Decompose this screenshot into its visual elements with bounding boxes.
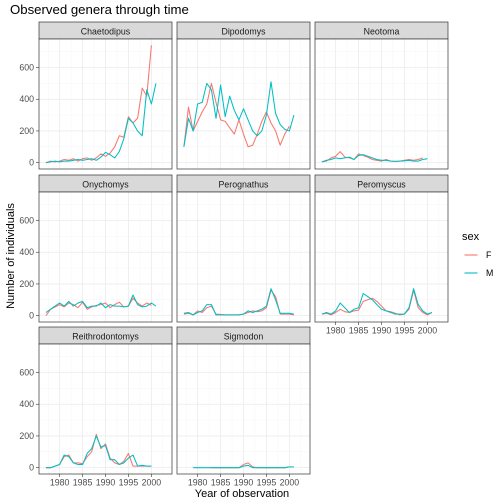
y-tick-label: 200: [19, 279, 34, 289]
x-tick-label: 2000: [142, 478, 162, 488]
facet-neotoma: Neotoma: [314, 21, 449, 170]
y-axis-title: Number of individuals: [5, 203, 17, 309]
legend-label: F: [486, 250, 492, 260]
series-line-f-dipodomys: [183, 82, 290, 148]
facet-strip-label: Sigmodon: [224, 331, 264, 341]
x-tick-label: 1995: [119, 478, 139, 488]
chart-title: Observed genera through time: [10, 2, 189, 17]
legend-item-f: F: [463, 247, 492, 263]
y-tick-label: 600: [19, 216, 34, 226]
series-line-m-perognathus: [183, 288, 294, 316]
facet-strip-label: Chaetodipus: [81, 26, 131, 36]
x-tick-label: 1980: [50, 478, 70, 488]
x-axis-title: Year of observation: [195, 488, 289, 500]
x-tick-label: 1980: [188, 478, 208, 488]
facet-perognathus: Perognathus: [176, 174, 311, 323]
facet-panels: Chaetodipus 0 200 400 600 Dipodomys Neotoma Ony…: [19, 21, 449, 488]
facet-sigmodon: Sigmodon 1980 1985 1990 1995 2000: [176, 326, 311, 488]
x-tick-label: 1990: [96, 478, 116, 488]
series-line-m-reithrodontomys: [45, 435, 152, 469]
x-tick-label: 2000: [280, 478, 300, 488]
series-line-m-peromyscus: [321, 288, 433, 315]
x-tick-label: 1985: [211, 478, 231, 488]
facet-strip-label: Onychomys: [82, 179, 129, 189]
legend-item-m: M: [463, 265, 493, 281]
series-line-m-sigmodon: [193, 464, 294, 469]
y-tick-label: 0: [29, 463, 34, 473]
y-tick-label: 600: [19, 368, 34, 378]
x-tick-label: 1990: [234, 478, 254, 488]
y-tick-label: 400: [19, 247, 34, 257]
y-tick-label: 0: [29, 311, 34, 321]
facet-peromyscus: Peromyscus 1980 1985 1990 1995 2000: [314, 174, 449, 336]
y-tick-label: 200: [19, 431, 34, 441]
series-line-f-chaetodipus: [45, 45, 152, 164]
x-tick-label: 1985: [349, 326, 369, 336]
legend: sex FM: [462, 231, 493, 281]
legend-title: sex: [462, 231, 480, 243]
facet-strip-label: Dipodomys: [221, 26, 266, 36]
x-tick-label: 1995: [257, 478, 277, 488]
x-tick-label: 1995: [395, 326, 415, 336]
series-line-m-neotoma: [321, 154, 428, 163]
x-tick-label: 2000: [418, 326, 438, 336]
series-line-m-dipodomys: [183, 81, 295, 147]
facet-strip-label: Reithrodontomys: [72, 331, 139, 341]
panel-border: [176, 38, 311, 170]
panel-border: [38, 191, 173, 323]
y-tick-label: 400: [19, 94, 34, 104]
facet-chaetodipus: Chaetodipus 0 200 400 600: [19, 21, 173, 170]
panel-border: [176, 191, 311, 323]
series-line-m-chaetodipus: [45, 83, 157, 164]
panel-border: [314, 38, 449, 170]
facet-dipodomys: Dipodomys: [176, 21, 311, 170]
facet-reithrodontomys: Reithrodontomys 0 200 400 600 1980 1985 1990 199…: [19, 326, 173, 488]
facet-strip-label: Peromyscus: [357, 179, 406, 189]
y-tick-label: 200: [19, 126, 34, 136]
facet-strip-label: Neotoma: [364, 26, 400, 36]
y-tick-label: 0: [29, 158, 34, 168]
series-line-m-onychomys: [45, 294, 157, 313]
y-tick-label: 400: [19, 399, 34, 409]
series-line-f-neotoma: [321, 151, 423, 163]
x-tick-label: 1990: [372, 326, 392, 336]
x-tick-label: 1980: [326, 326, 346, 336]
facet-onychomys: Onychomys 0 200 400 600: [19, 174, 173, 323]
x-tick-label: 1985: [73, 478, 93, 488]
panel-border: [38, 38, 173, 170]
facet-strip-label: Perognathus: [219, 179, 269, 189]
y-tick-label: 600: [19, 63, 34, 73]
legend-label: M: [486, 268, 493, 278]
